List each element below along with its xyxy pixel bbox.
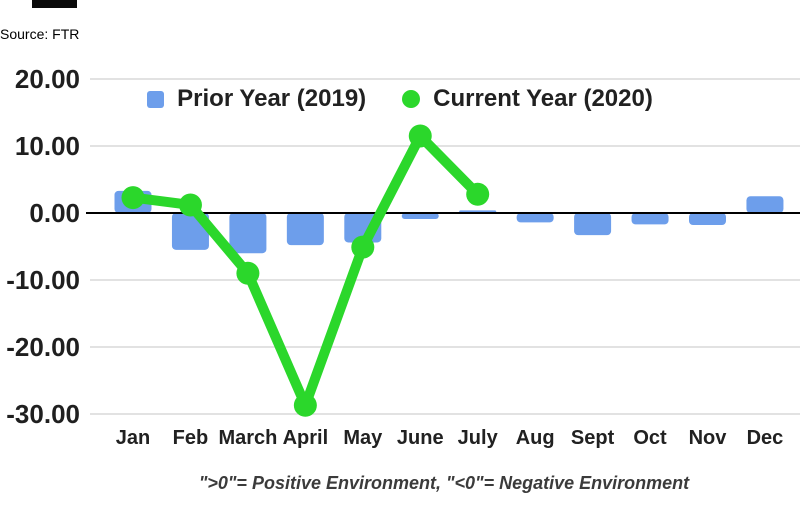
- x-axis-month-label: May: [343, 427, 383, 449]
- y-axis-tick-label: -10.00: [6, 265, 80, 295]
- x-axis-month-label: Nov: [689, 427, 728, 449]
- x-axis-month-label: June: [397, 427, 444, 449]
- x-axis-month-label: April: [283, 427, 329, 449]
- prior-year-bar: [401, 213, 439, 220]
- prior-year-bar: [631, 213, 669, 225]
- x-axis-month-label: Dec: [747, 427, 784, 449]
- current-year-point: [351, 235, 375, 259]
- x-axis-month-label: March: [218, 427, 277, 449]
- prior-year-bar: [229, 213, 267, 254]
- y-axis-tick-label: -30.00: [6, 399, 80, 429]
- x-axis-month-label: Jan: [116, 427, 150, 449]
- prior-year-bar: [286, 213, 324, 246]
- current-year-point: [178, 193, 202, 217]
- cropped-header-fragment: [32, 0, 77, 8]
- x-axis-month-label: Feb: [173, 427, 209, 449]
- prior-year-bar: [516, 213, 554, 223]
- y-axis-tick-label: 0.00: [29, 198, 80, 228]
- x-axis-month-label: Sept: [571, 427, 615, 449]
- y-axis-tick-label: -20.00: [6, 332, 80, 362]
- current-year-line: [128, 130, 483, 411]
- current-year-point: [121, 186, 145, 210]
- current-year-point: [236, 261, 260, 285]
- source-attribution: Source: FTR: [0, 26, 80, 42]
- current-year-point: [466, 182, 490, 206]
- current-year-point: [408, 124, 432, 148]
- current-year-point: [293, 393, 317, 417]
- chart-footnote: ">0"= Positive Environment, "<0"= Negati…: [198, 473, 690, 493]
- prior-year-bar: [689, 213, 726, 226]
- y-axis-tick-label: 20.00: [15, 64, 80, 94]
- x-axis-month-label: Aug: [516, 427, 555, 449]
- x-axis-month-label: July: [458, 427, 499, 449]
- y-axis-tick-label: 10.00: [15, 131, 80, 161]
- prior-year-bar: [574, 213, 612, 236]
- prior-year-bar: [746, 196, 784, 213]
- x-axis-month-label: Oct: [633, 427, 667, 449]
